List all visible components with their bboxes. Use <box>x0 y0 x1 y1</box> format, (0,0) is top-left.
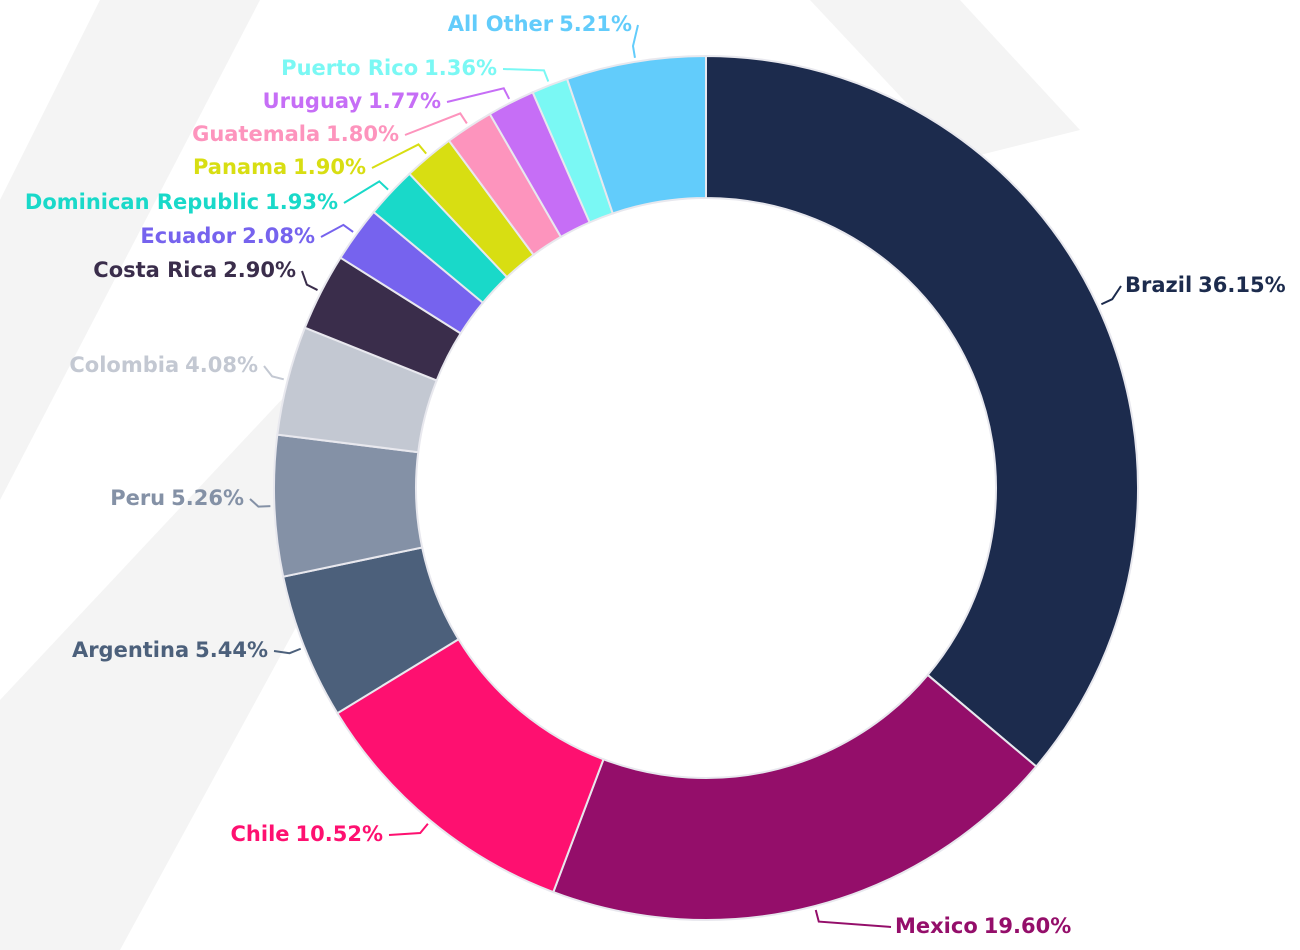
label-value: 2.08% <box>242 224 315 248</box>
label-value: 5.44% <box>195 638 268 662</box>
slice-label: Puerto Rico 1.36% <box>281 56 497 80</box>
label-value: 1.77% <box>368 89 441 113</box>
label-value: 10.52% <box>296 822 383 846</box>
slice-label: Mexico 19.60% <box>895 914 1071 938</box>
leader-line <box>814 909 892 928</box>
leader-line <box>1100 285 1122 306</box>
label-name: Colombia <box>69 353 179 377</box>
leader-line <box>249 498 271 508</box>
slice-label: Costa Rica 2.90% <box>93 258 296 282</box>
slice-label: Brazil 36.15% <box>1125 273 1286 297</box>
label-value: 1.90% <box>293 155 366 179</box>
slice-label: All Other 5.21% <box>448 12 632 36</box>
donut-slice <box>565 54 707 215</box>
label-value: 1.93% <box>265 190 338 214</box>
label-name: Puerto Rico <box>281 56 418 80</box>
label-value: 2.90% <box>223 258 296 282</box>
slice-label: Colombia 4.08% <box>69 353 258 377</box>
leader-line <box>263 365 285 381</box>
leader-line <box>446 87 511 103</box>
label-name: Mexico <box>895 914 978 938</box>
leader-line <box>343 180 389 204</box>
slice-label: Ecuador 2.08% <box>140 224 315 248</box>
label-value: 19.60% <box>984 914 1071 938</box>
label-name: Brazil <box>1125 273 1192 297</box>
label-name: Ecuador <box>140 224 236 248</box>
label-value: 36.15% <box>1198 273 1285 297</box>
leader-line <box>388 823 429 836</box>
label-value: 5.26% <box>171 486 244 510</box>
slice-label: Dominican Republic 1.93% <box>25 190 338 214</box>
leader-line <box>320 223 354 238</box>
label-value: 5.21% <box>559 12 632 36</box>
slice-label: Guatemala 1.80% <box>192 122 399 146</box>
leader-line <box>301 270 318 291</box>
label-name: Uruguay <box>263 89 363 113</box>
leader-line <box>273 647 302 655</box>
label-value: 4.08% <box>185 353 258 377</box>
slice-label: Argentina 5.44% <box>72 638 268 662</box>
label-name: Chile <box>231 822 290 846</box>
slice-label: Panama 1.90% <box>193 155 366 179</box>
label-name: Costa Rica <box>93 258 217 282</box>
slice-label: Uruguay 1.77% <box>263 89 441 113</box>
label-name: Panama <box>193 155 287 179</box>
donut-slice <box>705 54 1139 768</box>
label-name: Dominican Republic <box>25 190 259 214</box>
slice-label: Peru 5.26% <box>110 486 244 510</box>
donut-slice <box>552 673 1038 921</box>
leader-line <box>404 112 468 136</box>
label-name: Guatemala <box>192 122 320 146</box>
leader-line <box>371 143 427 169</box>
leader-line <box>502 68 550 82</box>
label-name: All Other <box>448 12 554 36</box>
label-name: Peru <box>110 486 165 510</box>
label-value: 1.36% <box>424 56 497 80</box>
leader-line <box>631 24 639 58</box>
label-value: 1.80% <box>326 122 399 146</box>
label-name: Argentina <box>72 638 189 662</box>
slice-label: Chile 10.52% <box>231 822 383 846</box>
